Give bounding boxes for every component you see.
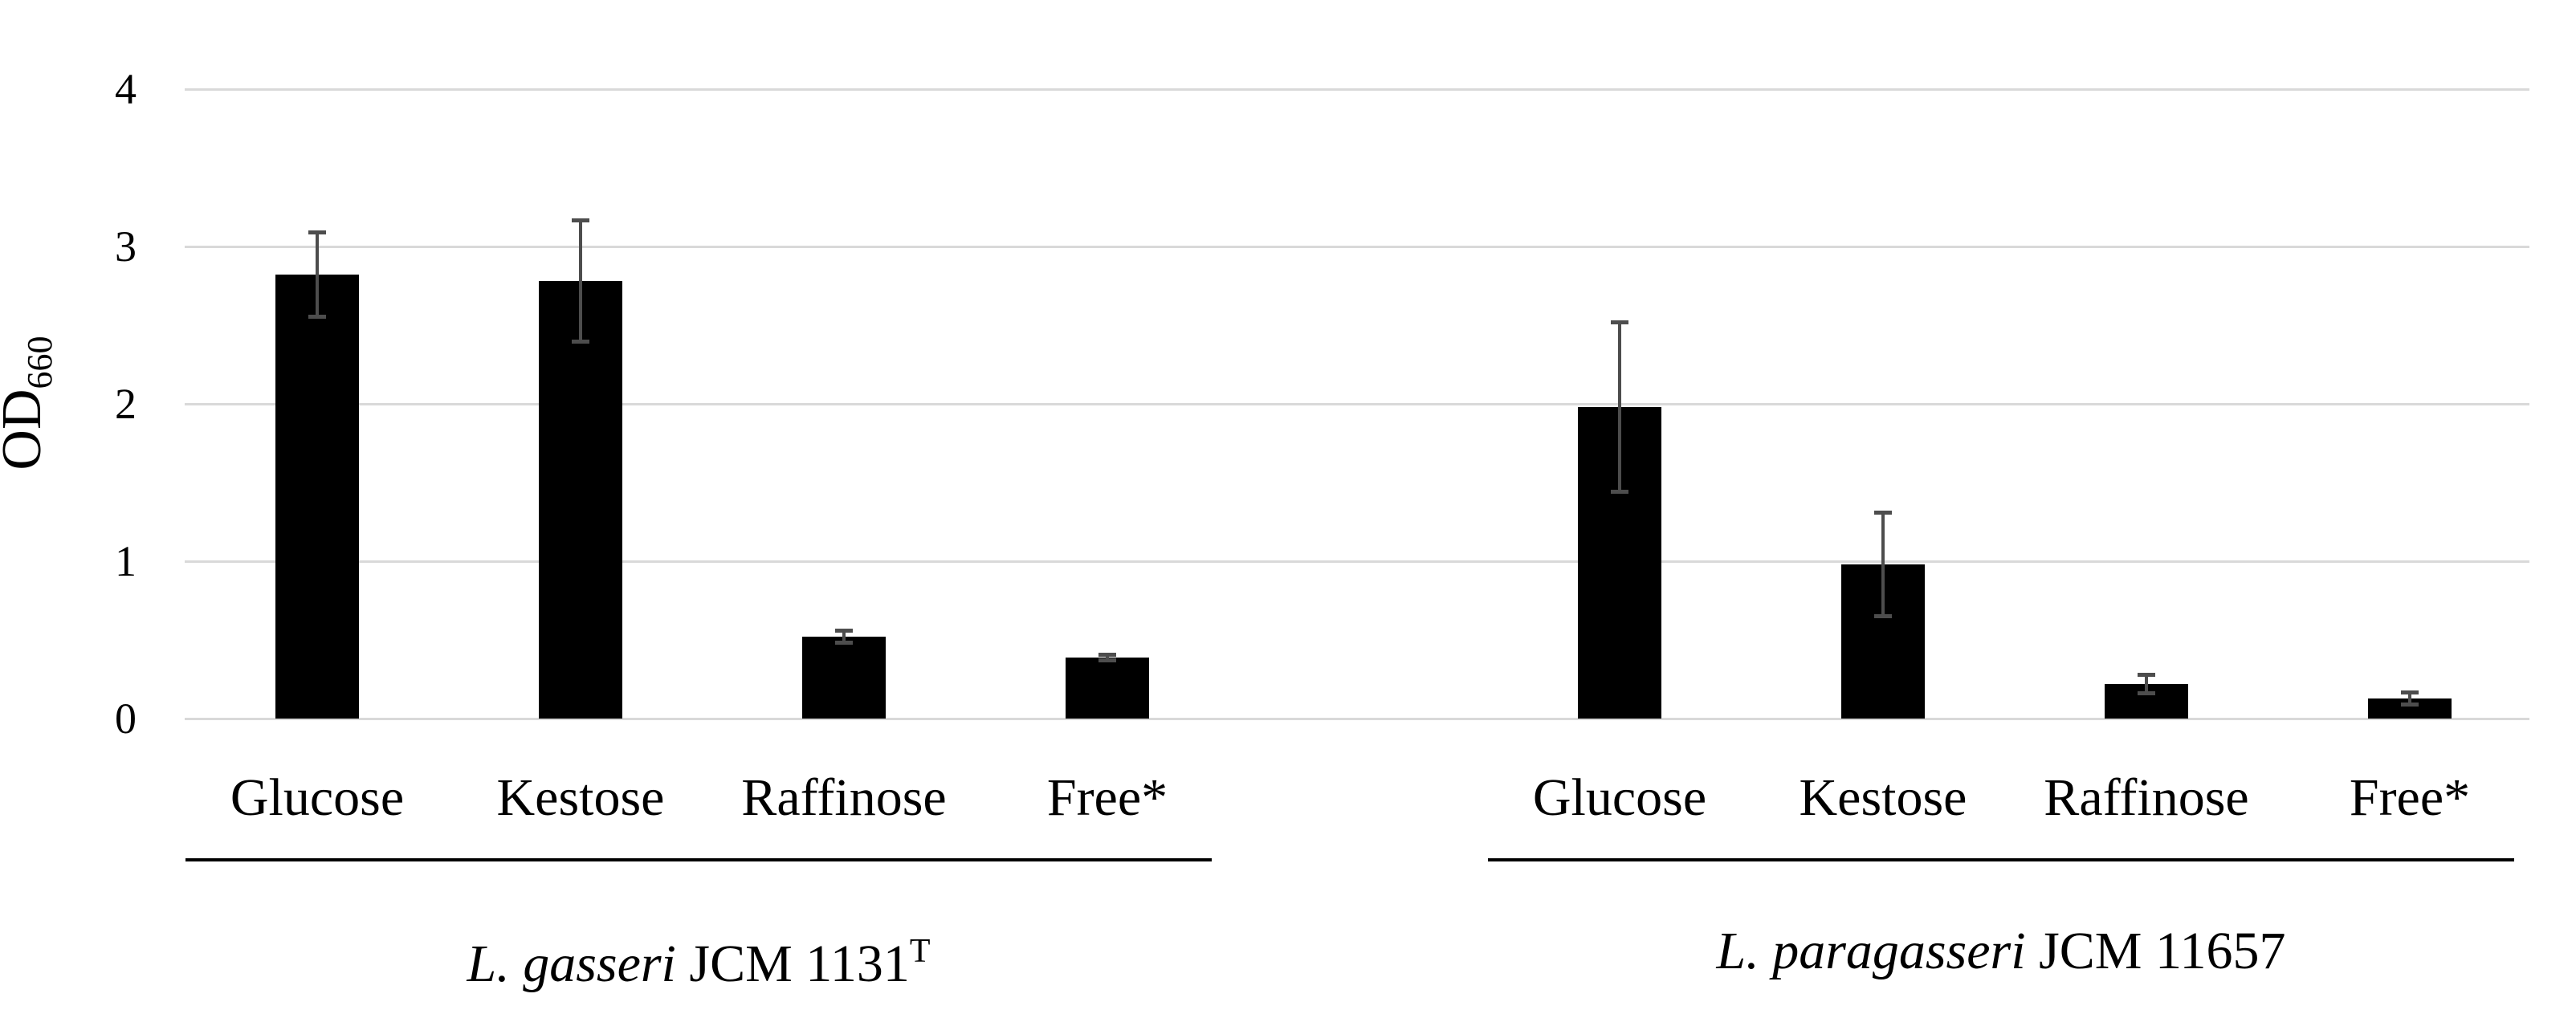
gridline-y1 — [185, 560, 2529, 563]
y-tick-label-4: 4 — [115, 65, 137, 113]
x-tick-label-free-group1: Free* — [1046, 768, 1168, 827]
y-axis-title-subscript: 660 — [20, 336, 59, 389]
error-bar-raffinose-group2 — [2145, 673, 2148, 695]
error-bar-cap-top-glucose-group2 — [1611, 320, 1628, 324]
error-bar-cap-top-kestose-group1 — [572, 218, 589, 222]
x-tick-label-kestose-group2: Kestose — [1799, 768, 1967, 827]
x-tick-label-free-group2: Free* — [2349, 768, 2471, 827]
error-bar-raffinose-group1 — [842, 629, 846, 645]
x-tick-label-kestose-group1: Kestose — [496, 768, 665, 827]
error-bar-free-group1 — [1106, 653, 1109, 662]
bar-free-group1 — [1066, 658, 1149, 719]
bar-kestose-group1 — [539, 281, 622, 719]
group-underline-1 — [185, 858, 1212, 861]
error-bar-cap-top-free-group1 — [1098, 653, 1116, 657]
error-bar-kestose-group1 — [579, 218, 582, 344]
error-bar-glucose-group1 — [316, 230, 319, 319]
x-tick-label-glucose-group2: Glucose — [1532, 768, 1707, 827]
error-bar-cap-bottom-free-group1 — [1098, 658, 1116, 662]
error-bar-cap-top-free-group2 — [2401, 690, 2419, 694]
x-tick-label-glucose-group1: Glucose — [230, 768, 405, 827]
error-bar-cap-bottom-raffinose-group2 — [2138, 691, 2155, 695]
x-tick-label-raffinose-group2: Raffinose — [2044, 768, 2249, 827]
error-bar-cap-top-kestose-group2 — [1874, 511, 1892, 515]
species-name-italic: L. paragasseri — [1716, 922, 2026, 980]
error-bar-cap-bottom-free-group2 — [2401, 703, 2419, 707]
y-tick-label-3: 3 — [115, 222, 137, 271]
error-bar-cap-top-raffinose-group1 — [835, 629, 853, 633]
gridline-y2 — [185, 403, 2529, 405]
gridline-y3 — [185, 246, 2529, 248]
error-bar-cap-bottom-glucose-group1 — [308, 315, 326, 319]
group-underline-2 — [1488, 858, 2514, 861]
y-tick-label-1: 1 — [115, 537, 137, 585]
group-caption-2: L. paragasseri JCM 11657 — [1716, 922, 2286, 980]
group-caption-1: L. gasseri JCM 1131T — [467, 933, 931, 993]
error-bar-cap-bottom-kestose-group2 — [1874, 614, 1892, 618]
x-axis-line — [185, 718, 2529, 720]
error-bar-glucose-group2 — [1618, 320, 1621, 494]
error-bar-kestose-group2 — [1881, 511, 1885, 618]
y-tick-label-0: 0 — [115, 694, 137, 743]
species-name-italic: L. gasseri — [467, 935, 676, 993]
x-tick-label-raffinose-group1: Raffinose — [741, 768, 947, 827]
bar-glucose-group1 — [275, 275, 359, 719]
error-bar-cap-bottom-raffinose-group1 — [835, 641, 853, 645]
y-tick-label-2: 2 — [115, 380, 137, 428]
gridline-y4 — [185, 88, 2529, 91]
error-bar-free-group2 — [2408, 690, 2411, 707]
error-bar-cap-bottom-kestose-group1 — [572, 340, 589, 344]
error-bar-cap-top-glucose-group1 — [308, 230, 326, 234]
error-bar-cap-bottom-glucose-group2 — [1611, 490, 1628, 494]
bar-raffinose-group1 — [802, 637, 886, 719]
type-strain-superscript: T — [909, 933, 931, 970]
error-bar-cap-top-raffinose-group2 — [2138, 673, 2155, 677]
